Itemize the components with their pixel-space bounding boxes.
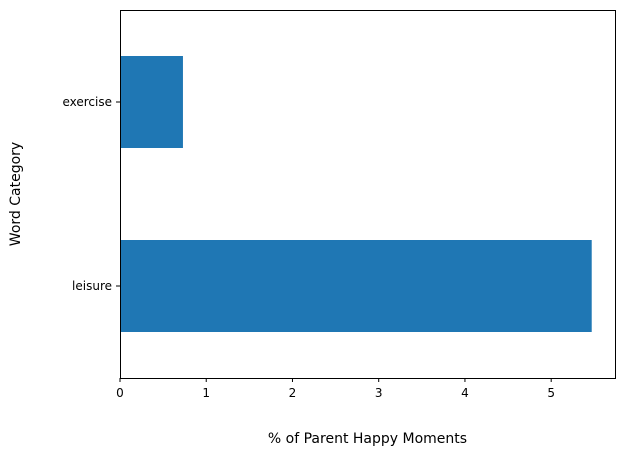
plot-frame	[120, 10, 616, 379]
x-axis-ticks: 0 1 2 3 4 5	[116, 378, 555, 400]
y-tick-label: leisure	[72, 279, 112, 293]
x-tick-label: 3	[375, 386, 383, 400]
x-axis-label: % of Parent Happy Moments	[268, 431, 467, 447]
x-tick-label: 4	[461, 386, 469, 400]
bar-leisure	[120, 240, 592, 332]
x-tick-label: 2	[289, 386, 297, 400]
bars-group	[120, 56, 592, 332]
y-tick-label: exercise	[62, 95, 112, 109]
x-tick-label: 1	[202, 386, 210, 400]
x-tick-label: 0	[116, 386, 124, 400]
bar-exercise	[120, 56, 183, 148]
y-axis-label: Word Category	[8, 142, 24, 246]
x-tick-label: 5	[547, 386, 555, 400]
y-axis-ticks: leisure exercise	[62, 95, 120, 293]
